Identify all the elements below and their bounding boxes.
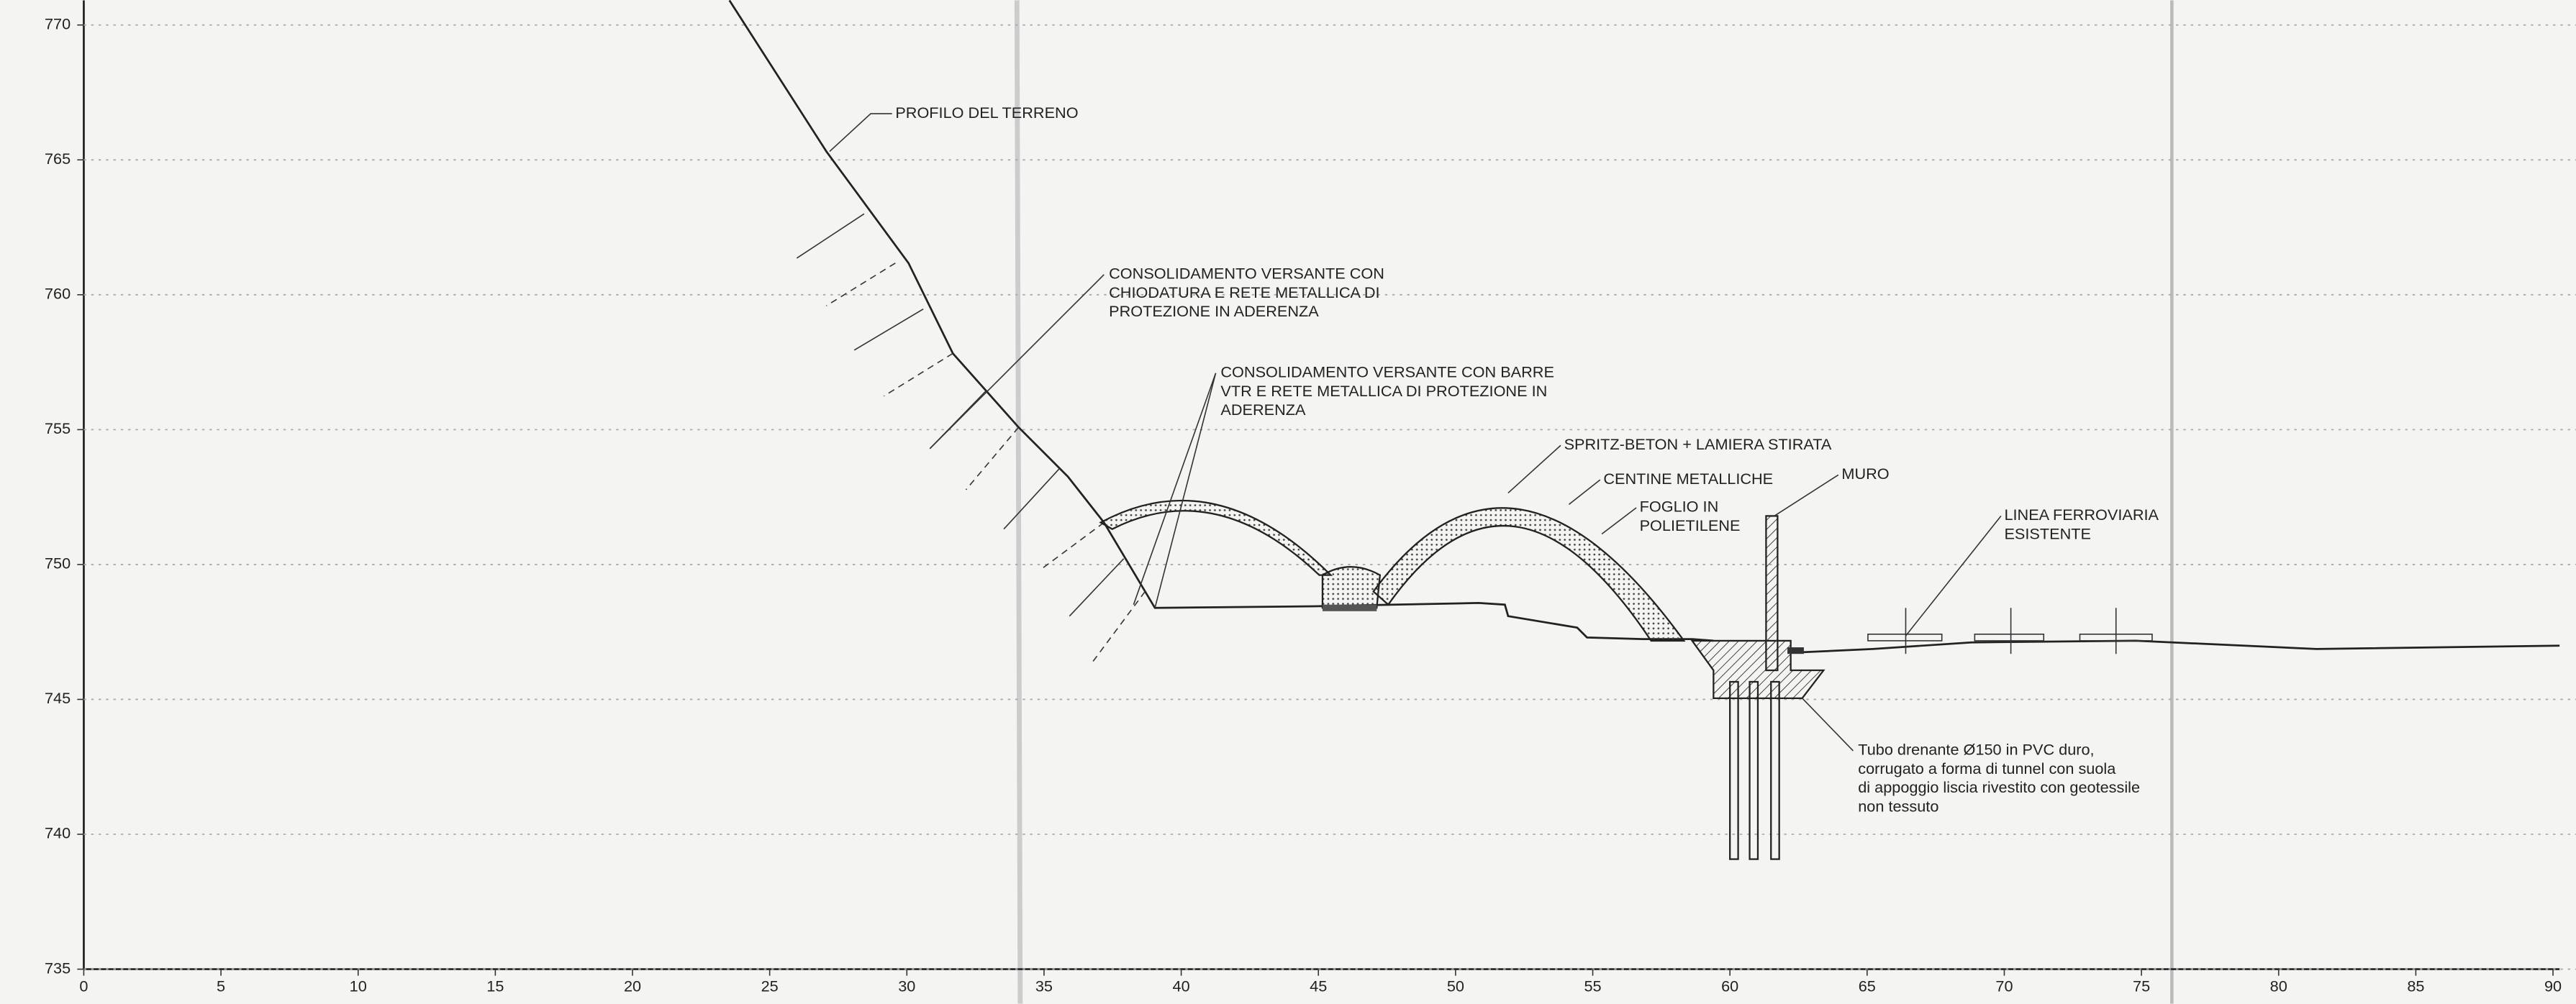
piles [1729, 680, 1780, 860]
annotation-text: ADERENZA [1220, 401, 1306, 419]
annotation-text: non tessuto [1858, 797, 1938, 815]
terrain-profile [1802, 639, 2560, 654]
x-tick-label: 0 [79, 977, 88, 995]
x-tick-label: 65 [1859, 977, 1876, 995]
annotation-text: FOGLIO IN [1640, 498, 1719, 516]
annotation-text: MURO [1841, 465, 1889, 483]
rails [1867, 608, 2153, 654]
y-tick-label: 745 [45, 689, 71, 707]
x-tick-label: 15 [486, 977, 504, 995]
y-tick-label: 760 [45, 285, 71, 303]
x-tick-label: 35 [1035, 977, 1053, 995]
x-tick-label: 40 [1173, 977, 1190, 995]
y-tick-label: 750 [45, 555, 71, 572]
x-tick-label: 60 [1721, 977, 1738, 995]
footing [1322, 604, 1377, 611]
y-tick-label: 770 [45, 14, 71, 32]
annotations: PROFILO DEL TERRENO CONSOLIDAMENTO VERSAN… [895, 104, 2159, 816]
drain [1787, 647, 1804, 654]
annotation-text: di appoggio liscia rivestito con geotess… [1858, 778, 2140, 796]
annotation-text: CHIODATURA E RETE METALLICA DI [1109, 283, 1379, 301]
annotation-text: PROTEZIONE IN ADERENZA [1109, 302, 1319, 320]
annotation-text: Tubo drenante Ø150 in PVC duro, [1858, 741, 2094, 759]
annotation-text: CENTINE METALLICHE [1603, 470, 1773, 488]
x-tick-label: 10 [350, 977, 367, 995]
x-tick-label: 75 [2133, 977, 2150, 995]
annotation-text: CONSOLIDAMENTO VERSANTE CON [1109, 265, 1384, 283]
foundation [1690, 639, 1826, 699]
y-tick-label: 765 [45, 150, 71, 168]
annotation-text: ESISTENTE [2004, 524, 2091, 542]
annotation-text: VTR E RETE METALLICA DI PROTEZIONE IN [1220, 382, 1547, 400]
x-tick-label: 85 [2407, 977, 2424, 995]
terrain-profile [728, 0, 1714, 642]
x-tick-label: 5 [217, 977, 225, 995]
x-tick-label: 20 [624, 977, 641, 995]
x-tick-label: 50 [1447, 977, 1464, 995]
annotation-text: CONSOLIDAMENTO VERSANTE CON BARRE [1220, 363, 1554, 381]
y-tick-label: 735 [45, 959, 71, 977]
x-tick-label: 90 [2544, 977, 2562, 995]
annotation-text: POLIETILENE [1640, 516, 1741, 534]
leader-lines [829, 113, 2002, 752]
x-tick-label: 25 [761, 977, 779, 995]
arch-right [1372, 507, 1686, 642]
fold [1014, 0, 1023, 1004]
x-tick-label: 55 [1584, 977, 1601, 995]
x-tick-label: 30 [898, 977, 915, 995]
x-tick-label: 80 [2270, 977, 2287, 995]
annotation-text: corrugato a forma di tunnel con suola [1858, 759, 2116, 777]
x-tick-label: 45 [1310, 977, 1327, 995]
ticks: 770 765 760 755 750 745 740 735 0 5 10 15 20 25 30 35 40… [45, 14, 2576, 995]
annotation-text: PROFILO DEL TERRENO [895, 104, 1078, 122]
x-tick-label: 70 [1995, 977, 2013, 995]
y-tick-label: 755 [45, 419, 71, 437]
y-tick-label: 740 [45, 824, 71, 842]
annotation-text: LINEA FERROVIARIA [2004, 506, 2159, 524]
arch-fill [1321, 566, 1382, 609]
wall [1765, 515, 1779, 672]
annotation-text: SPRITZ-BETON + LAMIERA STIRATA [1564, 435, 1832, 453]
